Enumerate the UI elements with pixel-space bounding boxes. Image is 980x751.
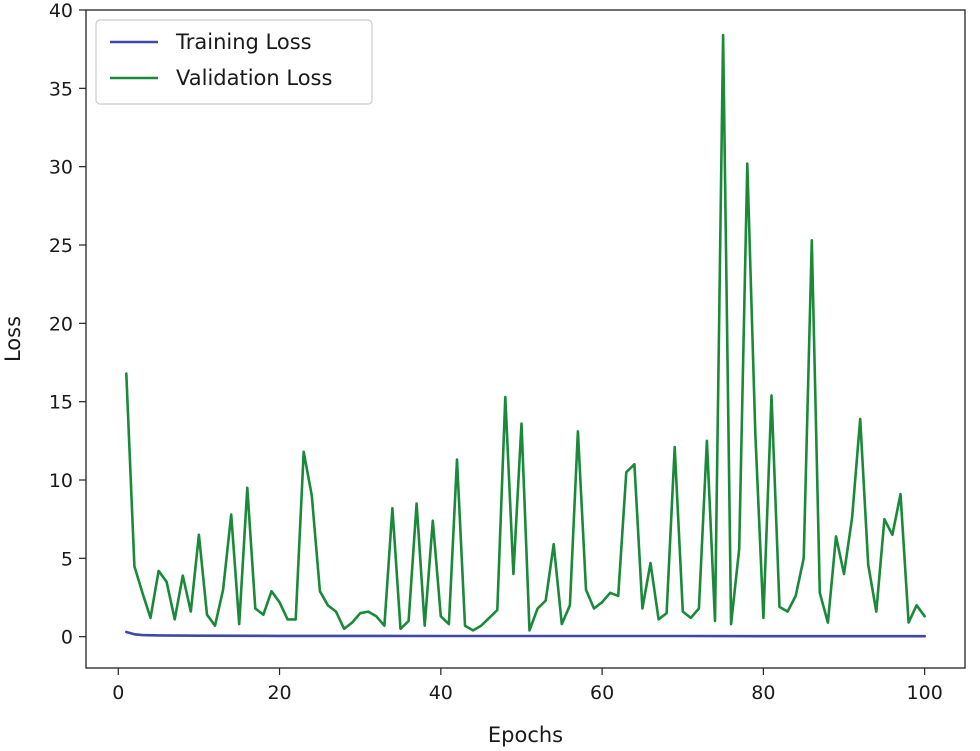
x-tick-label: 0 <box>112 682 124 704</box>
x-tick-label: 80 <box>751 682 775 704</box>
legend-box <box>95 19 373 105</box>
legend-label: Validation Loss <box>176 66 332 90</box>
series-line-validation-loss <box>125 33 927 632</box>
x-tick-label: 40 <box>429 682 453 704</box>
x-axis-label: Epochs <box>488 723 563 747</box>
y-tick-label: 25 <box>49 235 73 257</box>
y-tick-label: 30 <box>49 157 73 179</box>
x-tick-label: 20 <box>267 682 291 704</box>
series-layer <box>125 33 927 638</box>
y-tick-label: 35 <box>49 78 73 100</box>
legend-label: Training Loss <box>175 30 312 54</box>
series-line-training-loss <box>125 630 927 638</box>
plot-area <box>85 9 966 669</box>
y-axis: 0 5 10 15 20 25 30 35 40 <box>49 0 86 649</box>
y-tick-label: 20 <box>49 313 73 335</box>
x-axis: 0 20 40 60 80 100 <box>112 668 943 704</box>
y-tick-label: 40 <box>49 0 73 22</box>
y-tick-label: 0 <box>61 627 73 649</box>
legend: Training Loss Validation Loss <box>95 19 373 105</box>
y-tick-label: 5 <box>61 548 73 570</box>
x-tick-label: 100 <box>907 682 943 704</box>
y-tick-label: 15 <box>49 392 73 414</box>
plot-border <box>85 9 966 669</box>
y-tick-label: 10 <box>49 470 73 492</box>
y-axis-label: Loss <box>1 316 25 362</box>
x-tick-label: 60 <box>590 682 614 704</box>
